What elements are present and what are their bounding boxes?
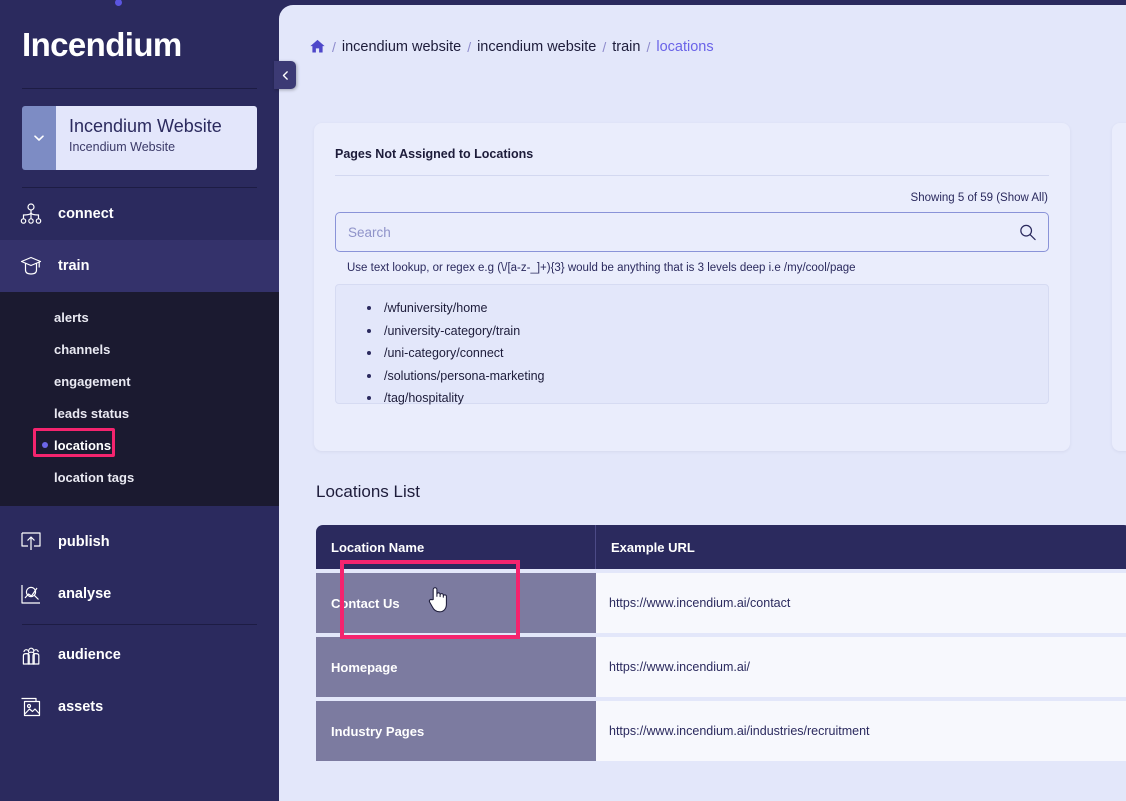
list-item[interactable]: /wfuniversity/home (336, 297, 1048, 320)
audience-people-icon (18, 642, 44, 668)
showing-count-and-show-all[interactable]: Showing 5 of 59 (Show All) (910, 192, 1048, 204)
analyse-chart-search-icon (18, 581, 44, 607)
sidebar-subitem-label: channels (54, 341, 111, 357)
sidebar-item-audience[interactable]: audience (0, 629, 279, 681)
company-selector[interactable]: Incendium Website Incendium Website (22, 106, 257, 170)
search-box[interactable] (335, 212, 1049, 252)
search-input[interactable] (336, 213, 1048, 251)
sidebar-subitem-label: engagement (54, 373, 131, 389)
sidebar-subitem-location-tags[interactable]: location tags (0, 461, 279, 493)
breadcrumb-item-current[interactable]: locations (656, 38, 714, 55)
breadcrumb-item-1[interactable]: incendium website (341, 38, 462, 55)
cell-location-name[interactable]: Contact Us (316, 573, 596, 633)
sidebar: Incendium Incendium Website Incendium We… (0, 0, 279, 801)
sidebar-item-label: audience (58, 647, 121, 663)
table-header-row: Location Name Example URL (316, 525, 1126, 569)
column-header-example-url: Example URL (611, 539, 695, 555)
publish-upload-icon (18, 529, 44, 555)
breadcrumb-separator: / (467, 38, 472, 55)
sidebar-subitem-label: location tags (54, 469, 135, 485)
cell-example-url: https://www.incendium.ai/contact (609, 596, 791, 610)
main-content: / incendium website / incendium website … (279, 5, 1126, 801)
sidebar-item-label: assets (58, 699, 104, 715)
home-icon[interactable] (309, 38, 326, 55)
sidebar-item-label: analyse (58, 586, 112, 602)
chevron-left-icon (282, 70, 288, 80)
sidebar-item-publish[interactable]: publish (0, 516, 279, 568)
sidebar-item-train[interactable]: train (0, 240, 279, 292)
sidebar-item-connect[interactable]: connect (0, 188, 279, 240)
sidebar-subitem-leads-status[interactable]: leads status (0, 397, 279, 429)
card-title: Pages Not Assigned to Locations (335, 147, 534, 161)
divider (22, 88, 257, 89)
breadcrumb-separator: / (332, 38, 336, 55)
cell-example-url: https://www.incendium.ai/ (609, 660, 751, 674)
table-row[interactable]: Industry Pages https://www.incendium.ai/… (316, 701, 1126, 761)
list-item[interactable]: /uni-category/connect (336, 342, 1048, 365)
sidebar-subitem-locations[interactable]: locations (0, 429, 279, 461)
graduation-cap-icon (18, 253, 44, 279)
breadcrumb: / incendium website / incendium website … (279, 5, 1126, 55)
sidebar-subitem-label: leads status (54, 405, 130, 421)
sidebar-nav-lower: publish analyse audi (0, 506, 279, 733)
breadcrumb-separator: / (646, 38, 651, 55)
cell-location-name[interactable]: Homepage (316, 637, 596, 697)
divider (22, 187, 257, 188)
search-icon[interactable] (1018, 223, 1037, 242)
page-title: Locations List (316, 482, 420, 501)
breadcrumb-separator: / (602, 38, 607, 55)
search-hint-text: Use text lookup, or regex e.g (\/[a-z-_]… (347, 262, 856, 274)
table-row[interactable]: Contact Us https://www.incendium.ai/cont… (316, 573, 1126, 633)
sidebar-item-label: publish (58, 534, 110, 550)
locations-table: Location Name Example URL Contact Us htt… (316, 525, 1126, 761)
sidebar-collapse-button[interactable] (274, 61, 296, 89)
company-subtitle: Incendium Website (69, 139, 176, 154)
connect-network-icon (18, 201, 44, 227)
app-logo[interactable]: Incendium (0, 0, 279, 88)
sidebar-subitem-engagement[interactable]: engagement (0, 365, 279, 397)
list-item[interactable]: /university-category/train (336, 320, 1048, 343)
sidebar-subitem-alerts[interactable]: alerts (0, 301, 279, 333)
list-item[interactable]: /solutions/persona-marketing (336, 365, 1048, 388)
assets-image-icon (18, 694, 44, 720)
sidebar-item-label: train (58, 258, 90, 274)
logo-text: Incendium (22, 25, 182, 63)
divider (335, 175, 1049, 176)
cell-example-url: https://www.incendium.ai/industries/recr… (609, 724, 870, 738)
unassigned-pages-list: /wfuniversity/home /university-category/… (335, 284, 1049, 405)
secondary-card-partial (1112, 123, 1126, 451)
company-selector-body: Incendium Website Incendium Website (56, 106, 257, 170)
sidebar-item-assets[interactable]: assets (0, 681, 279, 733)
logo-accent-dot-icon (115, 0, 122, 6)
breadcrumb-item-3[interactable]: train (612, 38, 641, 55)
active-bullet-icon (42, 442, 48, 448)
sidebar-submenu-train: alerts channels engagement leads status … (0, 292, 279, 506)
sidebar-item-label: connect (58, 206, 114, 222)
breadcrumb-item-2[interactable]: incendium website (477, 38, 597, 55)
chevron-down-icon[interactable] (22, 106, 56, 170)
pages-not-assigned-card: Pages Not Assigned to Locations Showing … (314, 123, 1070, 451)
table-row[interactable]: Homepage https://www.incendium.ai/ (316, 637, 1126, 697)
column-header-location-name: Location Name (316, 525, 596, 569)
company-name: Incendium Website (69, 116, 222, 136)
list-item[interactable]: /tag/hospitality (336, 387, 1048, 410)
sidebar-subitem-label: locations (54, 437, 112, 453)
sidebar-subitem-label: alerts (54, 309, 89, 325)
sidebar-subitem-channels[interactable]: channels (0, 333, 279, 365)
cell-location-name[interactable]: Industry Pages (316, 701, 596, 761)
sidebar-item-analyse[interactable]: analyse (0, 568, 279, 620)
divider (22, 624, 257, 625)
